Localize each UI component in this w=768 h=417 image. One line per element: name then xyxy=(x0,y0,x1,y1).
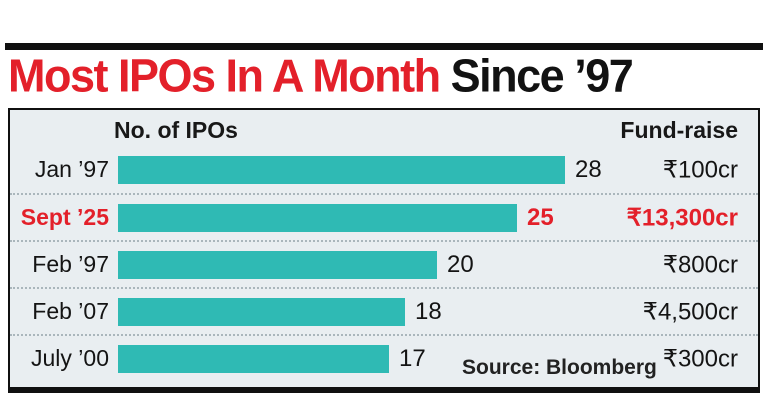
bar-value: 28 xyxy=(575,155,602,183)
column-header-ipos: No. of IPOs xyxy=(114,117,238,143)
chart-panel: No. of IPOs Fund-raise Jan ’97 28 ₹100cr… xyxy=(8,108,760,393)
bar xyxy=(118,203,517,232)
column-header-fund: Fund-raise xyxy=(620,117,738,143)
row-label: Feb ’97 xyxy=(32,251,109,277)
fund-value: ₹13,300cr xyxy=(626,204,738,231)
bar-value: 17 xyxy=(399,345,426,372)
row-label: Jan ’97 xyxy=(34,156,109,182)
page-title-black: Since ’97 xyxy=(439,48,634,102)
bar-value: 18 xyxy=(415,297,442,325)
fund-value: ₹100cr xyxy=(662,156,738,183)
table-row-highlighted: Sept ’25 25 ₹13,300cr xyxy=(10,193,758,240)
bar xyxy=(118,345,389,373)
table-row: Feb ’07 18 ₹4,500cr xyxy=(10,287,758,334)
page-title-red: Most IPOs In A Month xyxy=(8,48,441,102)
bar-value: 20 xyxy=(447,250,474,278)
row-label: Feb ’07 xyxy=(32,298,109,324)
bar xyxy=(118,155,565,184)
page-title: Most IPOs In A Month Since ’97 xyxy=(8,51,764,100)
column-headers: No. of IPOs Fund-raise xyxy=(10,110,758,146)
source-attribution: Source: Bloomberg xyxy=(462,356,657,379)
fund-value: ₹4,500cr xyxy=(642,298,738,325)
fund-value: ₹300cr xyxy=(662,345,738,373)
bar-value: 25 xyxy=(527,203,554,231)
row-label: July ’00 xyxy=(31,345,109,371)
row-label: Sept ’25 xyxy=(20,204,109,230)
bar xyxy=(118,297,405,326)
table-row: Jan ’97 28 ₹100cr xyxy=(10,146,758,193)
top-rule xyxy=(5,43,763,50)
fund-value: ₹800cr xyxy=(662,251,738,278)
bar xyxy=(118,250,437,279)
table-row: July ’00 17 ₹300cr xyxy=(10,334,758,388)
table-row: Feb ’97 20 ₹800cr xyxy=(10,240,758,287)
